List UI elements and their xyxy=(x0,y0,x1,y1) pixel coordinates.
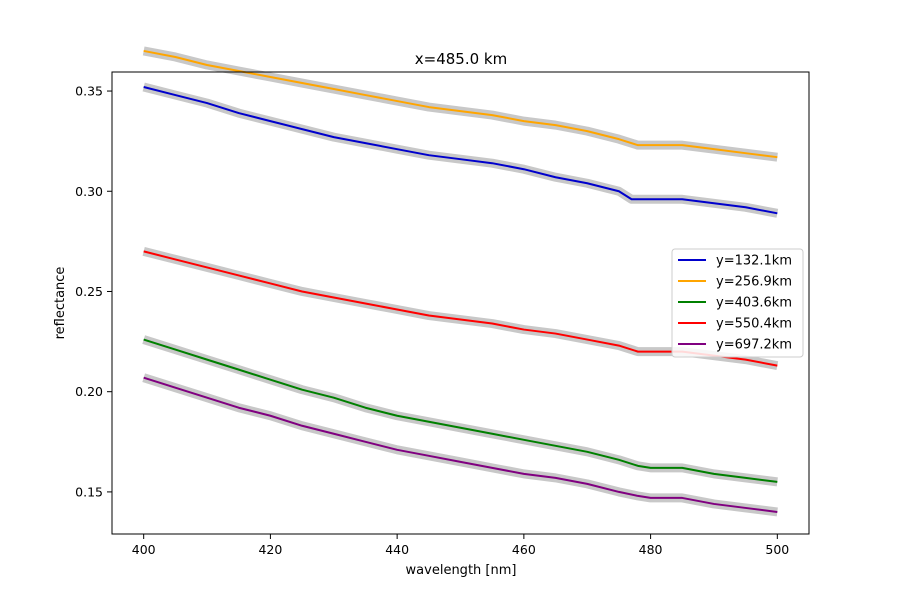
legend-box xyxy=(671,248,804,358)
x-tick-label: 440 xyxy=(385,542,409,557)
y-tick-label: 0.35 xyxy=(75,84,103,99)
y-axis: 0.15 0.20 0.25 0.30 0.35 xyxy=(75,84,112,499)
x-tick-label: 420 xyxy=(258,542,282,557)
series-layer xyxy=(142,46,779,517)
series-line-4 xyxy=(143,376,778,513)
legend-label: y=132.1km xyxy=(716,254,792,269)
y-tick-label: 0.25 xyxy=(75,284,103,299)
x-tick-label: 400 xyxy=(132,542,156,557)
legend-label: y=256.9km xyxy=(716,275,792,290)
series-line-1 xyxy=(143,49,778,159)
x-tick-label: 500 xyxy=(765,542,789,557)
y-tick-label: 0.15 xyxy=(75,484,103,499)
x-axis-label: wavelength [nm] xyxy=(406,563,517,578)
legend-label: y=403.6km xyxy=(716,296,792,311)
y-tick-label: 0.20 xyxy=(75,384,103,399)
series-line-0 xyxy=(143,86,778,215)
series-line-2 xyxy=(143,338,778,483)
y-axis-label: reflectance xyxy=(53,267,68,340)
plot-frame xyxy=(111,71,810,535)
x-tick-label: 460 xyxy=(512,542,536,557)
y-tick-label: 0.30 xyxy=(75,184,103,199)
series-line-3 xyxy=(143,250,778,367)
chart-title: x=485.0 km xyxy=(415,50,507,68)
x-axis: 400 420 440 460 480 500 xyxy=(132,534,789,557)
legend-label: y=697.2km xyxy=(716,338,792,353)
x-tick-label: 480 xyxy=(639,542,663,557)
legend-label: y=550.4km xyxy=(716,317,792,332)
legend: y=132.1km y=256.9km y=403.6km y=550.4km y=69… xyxy=(671,248,804,358)
